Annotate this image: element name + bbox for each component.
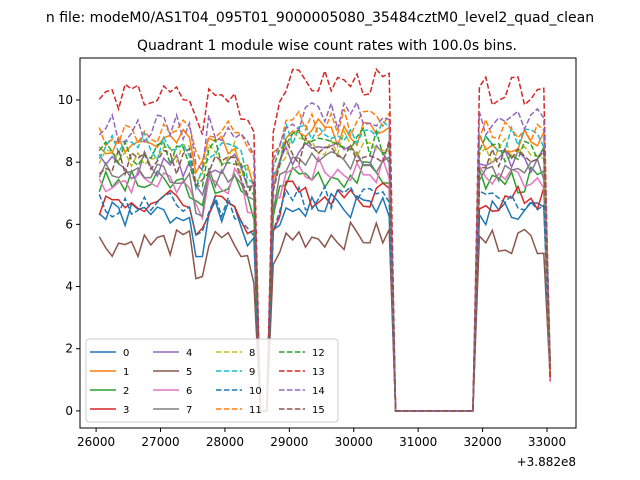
series-line-5: [98, 220, 551, 412]
y-tick-label: 2: [65, 342, 73, 356]
x-tick-label: 33000: [528, 435, 566, 449]
series-line-10: [98, 184, 551, 412]
series-line-15: [98, 135, 551, 412]
x-offset-label: +3.882e8: [517, 455, 576, 469]
legend-label-8: 8: [249, 348, 255, 359]
y-axis: 0 2 4 6 8 10: [58, 93, 80, 418]
chart-suptitle: n file: modeM0/AS1T04_095T01_9000005080_…: [46, 10, 594, 26]
y-tick-label: 10: [58, 93, 73, 107]
y-tick-label: 0: [65, 404, 73, 418]
legend-label-15: 15: [312, 405, 325, 416]
x-tick-label: 27000: [141, 435, 179, 449]
y-tick-label: 8: [65, 155, 73, 169]
x-tick-label: 31000: [399, 435, 437, 449]
legend-label-14: 14: [312, 386, 325, 397]
legend-label-6: 6: [186, 386, 192, 397]
x-tick-label: 29000: [270, 435, 308, 449]
x-tick-label: 30000: [335, 435, 373, 449]
x-tick-label: 32000: [464, 435, 502, 449]
legend-label-9: 9: [249, 367, 255, 378]
legend-label-4: 4: [186, 348, 192, 359]
series-line-8: [98, 129, 551, 412]
y-tick-label: 4: [65, 280, 73, 294]
legend-label-0: 0: [123, 348, 129, 359]
legend-label-13: 13: [312, 367, 325, 378]
legend-frame: [85, 338, 339, 423]
plot-lines: [98, 67, 551, 412]
series-line-14: [98, 100, 551, 412]
x-tick-label: 28000: [206, 435, 244, 449]
legend-label-10: 10: [249, 386, 262, 397]
y-tick-label: 6: [65, 217, 73, 231]
series-line-11: [98, 108, 551, 412]
legend-label-12: 12: [312, 348, 325, 359]
plot-frame: [79, 57, 577, 429]
series-line-0: [98, 192, 551, 412]
legend-label-3: 3: [123, 405, 129, 416]
x-axis: 26000 27000 28000 29000 30000 31000 32000 33000: [77, 428, 566, 449]
legend-label-1: 1: [123, 367, 129, 378]
legend-label-7: 7: [186, 405, 192, 416]
x-tick-label: 26000: [77, 435, 115, 449]
series-line-4: [98, 141, 551, 412]
series-line-7: [98, 150, 551, 412]
legend-label-11: 11: [249, 405, 262, 416]
series-line-6: [98, 154, 551, 412]
legend-label-5: 5: [186, 367, 192, 378]
series-line-13: [98, 67, 551, 412]
legend-label-2: 2: [123, 386, 129, 397]
series-line-12: [98, 126, 551, 412]
chart-title: Quadrant 1 module wise count rates with …: [137, 38, 517, 54]
